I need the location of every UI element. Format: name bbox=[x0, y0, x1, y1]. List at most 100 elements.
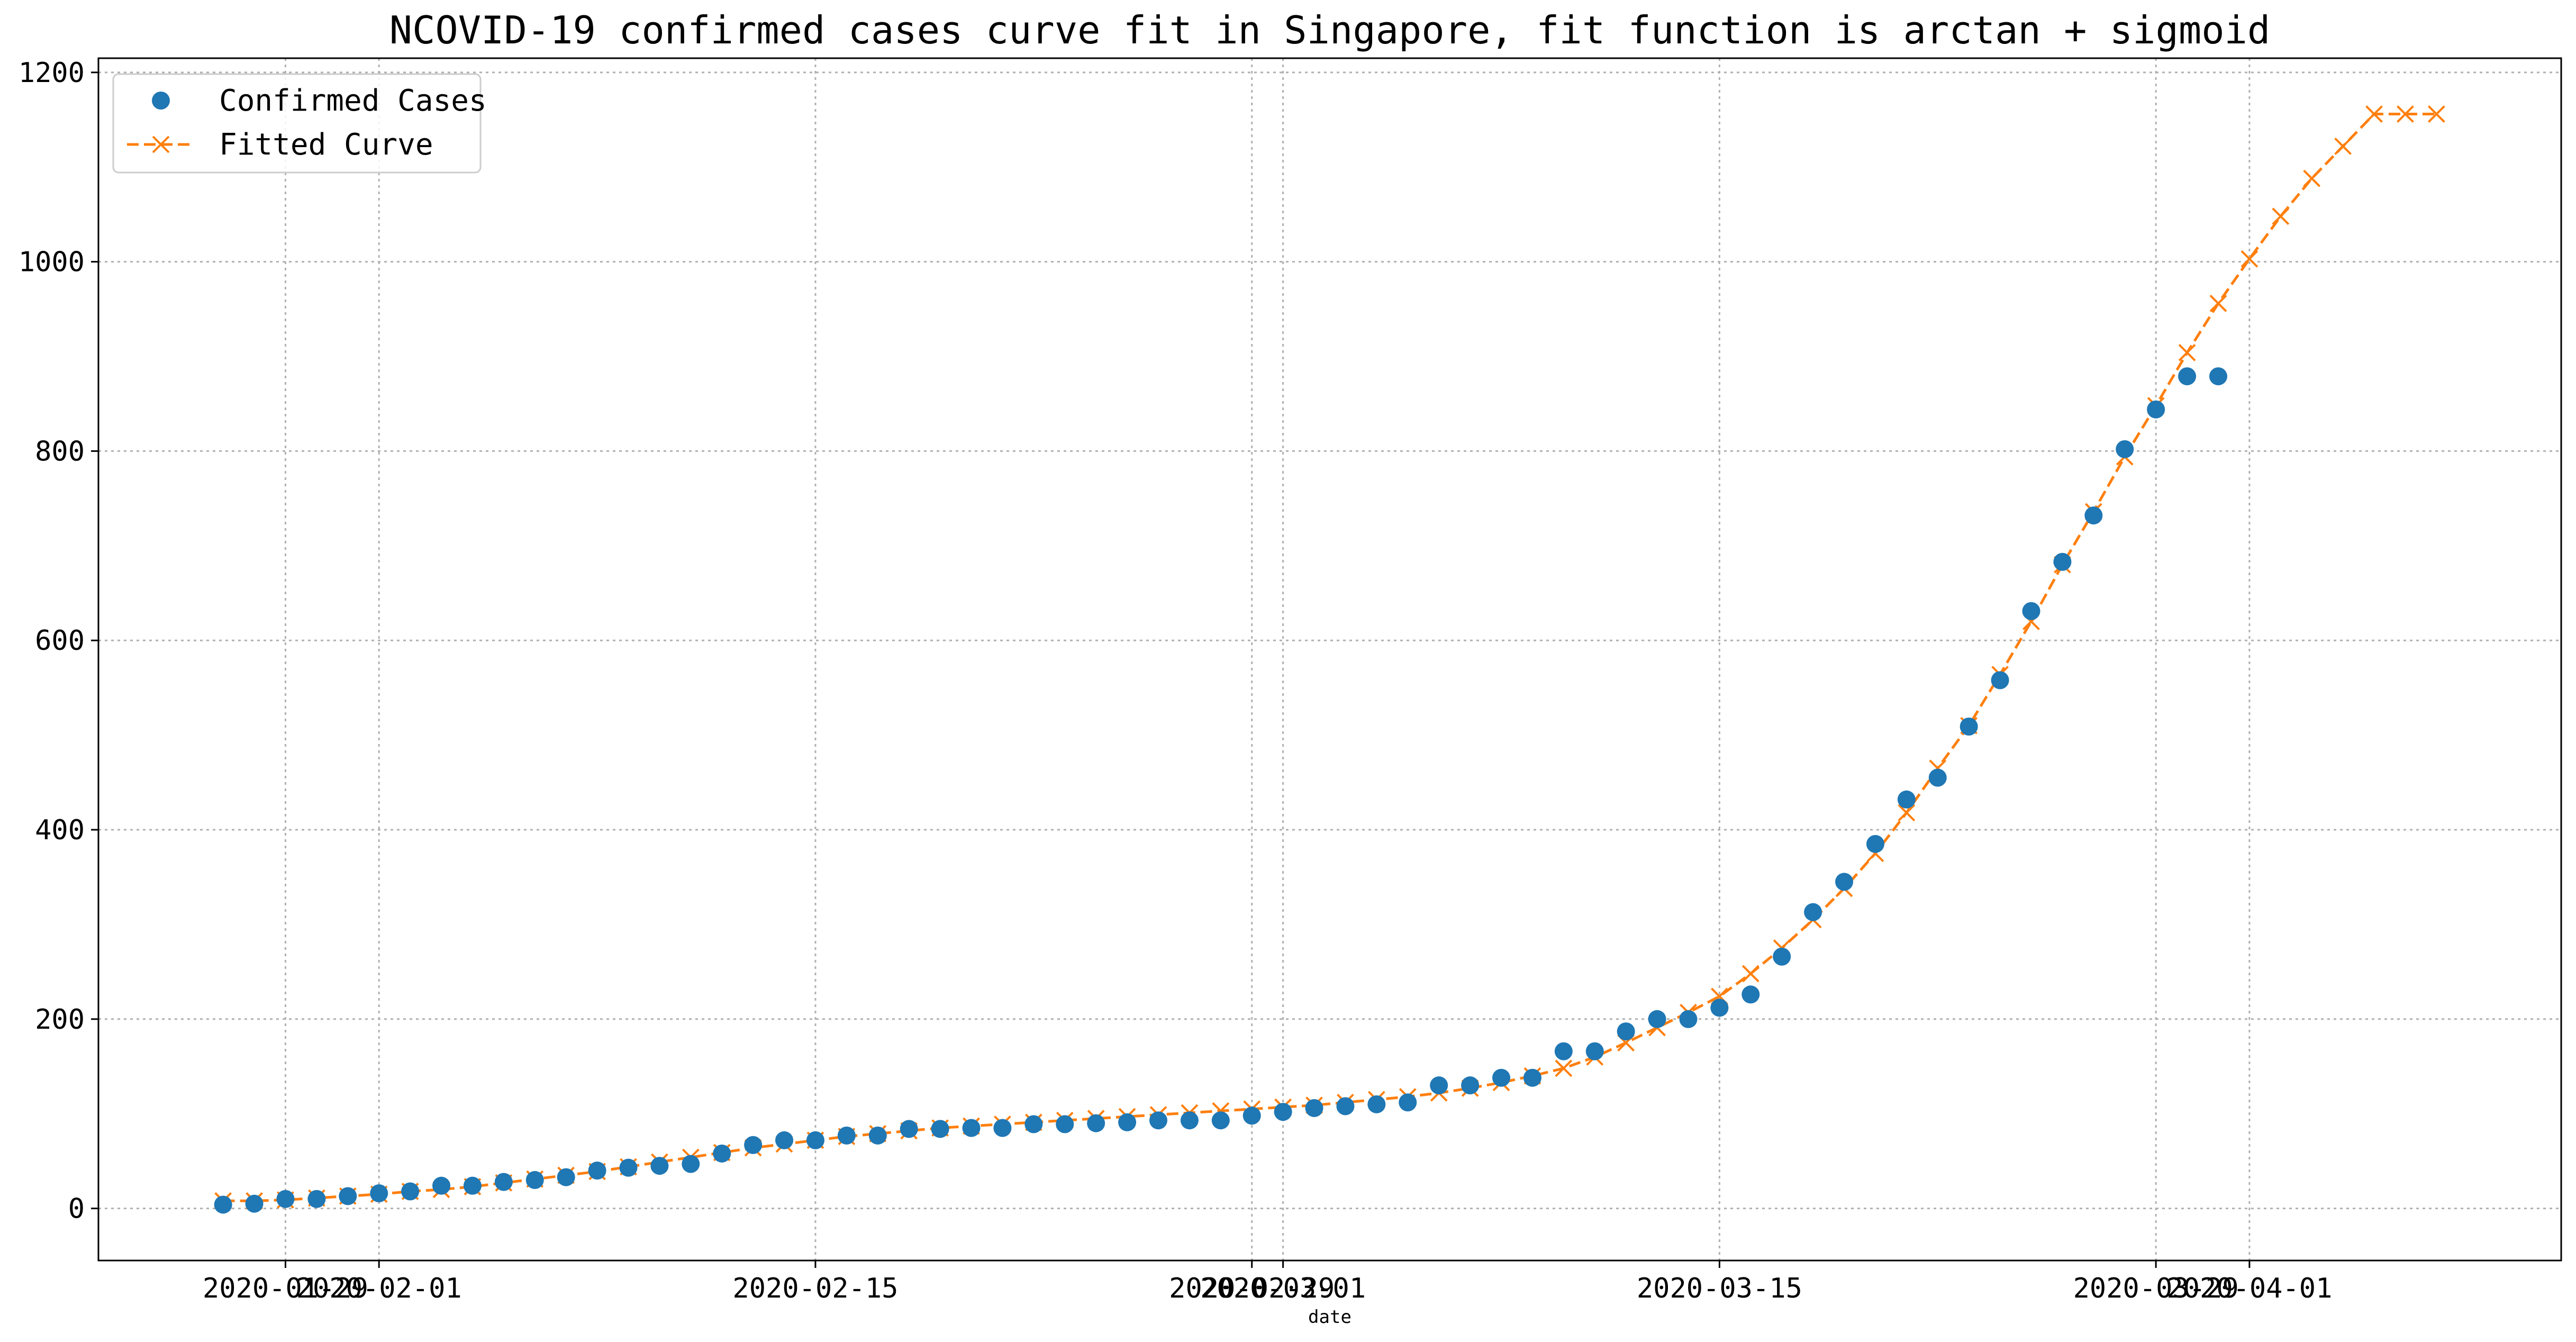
confirmed-case-point bbox=[2053, 552, 2072, 571]
x-tick-label: 2020-04-01 bbox=[2166, 1273, 2332, 1304]
confirmed-case-point bbox=[307, 1190, 326, 1208]
x-tick-label: 2020-01-29 bbox=[203, 1273, 368, 1304]
confirmed-case-point bbox=[1024, 1115, 1043, 1134]
x-tick-label: 2020-02-29 bbox=[1169, 1273, 1335, 1304]
confirmed-case-point bbox=[1679, 1010, 1698, 1028]
y-tick-label: 400 bbox=[35, 814, 85, 846]
confirmed-case-point bbox=[1928, 768, 1947, 787]
confirmed-case-point bbox=[1960, 718, 1978, 736]
confirmed-case-point bbox=[1461, 1076, 1480, 1095]
confirmed-case-point bbox=[494, 1173, 513, 1191]
fitted-curve-marker bbox=[2272, 207, 2290, 225]
fitted-curve-marker bbox=[2209, 294, 2227, 312]
fitted-curve-marker bbox=[2334, 137, 2352, 155]
confirmed-case-point bbox=[1804, 903, 1822, 921]
confirmed-case-point bbox=[744, 1136, 763, 1154]
confirmed-case-point bbox=[525, 1171, 544, 1189]
confirmed-case-point bbox=[775, 1131, 794, 1149]
confirmed-case-point bbox=[1180, 1111, 1199, 1130]
fitted-curve-marker bbox=[1555, 1059, 1573, 1077]
confirmed-case-point bbox=[931, 1120, 949, 1138]
confirmed-case-point bbox=[1056, 1115, 1074, 1134]
confirmed-case-point bbox=[401, 1182, 420, 1201]
legend-label-confirmed: Confirmed Cases bbox=[219, 84, 487, 118]
confirmed-case-point bbox=[868, 1126, 887, 1145]
legend-label-fitted: Fitted Curve bbox=[219, 128, 433, 162]
x-tick-label: 2020-03-29 bbox=[2073, 1273, 2239, 1304]
confirmed-case-point bbox=[2116, 440, 2134, 458]
confirmed-case-point bbox=[1367, 1095, 1386, 1113]
confirmed-case-point bbox=[432, 1176, 451, 1195]
confirmed-case-point bbox=[245, 1194, 264, 1213]
confirmed-case-point bbox=[1617, 1022, 1635, 1041]
confirmed-case-point bbox=[1554, 1042, 1573, 1060]
x-axis-label: date bbox=[1308, 1307, 1352, 1328]
confirmed-case-point bbox=[339, 1187, 357, 1205]
confirmed-case-point bbox=[276, 1190, 295, 1208]
confirmed-case-point bbox=[619, 1158, 638, 1177]
confirmed-case-point bbox=[962, 1119, 981, 1137]
confirmed-case-point bbox=[1648, 1010, 1666, 1028]
confirmed-case-point bbox=[837, 1126, 856, 1145]
confirmed-case-point bbox=[1211, 1111, 1230, 1130]
confirmed-case-point bbox=[2022, 602, 2040, 620]
fitted-curve-marker bbox=[1898, 804, 1916, 822]
x-tick-label: 2020-03-01 bbox=[1200, 1273, 1366, 1304]
confirmed-case-point bbox=[370, 1184, 388, 1202]
y-tick-label: 200 bbox=[35, 1004, 85, 1036]
confirmed-case-point bbox=[1492, 1068, 1511, 1087]
confirmed-case-point bbox=[214, 1195, 232, 1214]
confirmed-case-point bbox=[650, 1157, 669, 1175]
confirmed-case-point bbox=[1274, 1103, 1292, 1121]
confirmed-case-point bbox=[1835, 873, 1854, 891]
plot-frame bbox=[97, 57, 2562, 1262]
confirmed-case-point bbox=[2147, 400, 2165, 419]
confirmed-case-point bbox=[1523, 1068, 1541, 1087]
y-tick-label: 800 bbox=[35, 436, 85, 467]
legend-box bbox=[112, 73, 482, 174]
y-tick-label: 1200 bbox=[19, 57, 85, 89]
y-tick-label: 0 bbox=[68, 1193, 85, 1225]
grid-lines bbox=[98, 58, 2561, 1261]
confirmed-case-point bbox=[806, 1131, 824, 1149]
x-tick-label: 2020-02-15 bbox=[732, 1273, 898, 1304]
fitted-curve-line bbox=[223, 113, 2437, 1202]
confirmed-case-point bbox=[682, 1155, 700, 1173]
legend-marker-confirmed bbox=[152, 92, 170, 110]
confirmed-case-point bbox=[1149, 1111, 1167, 1130]
confirmed-case-point bbox=[1430, 1076, 1448, 1095]
chart-title: NCOVID-19 confirmed cases curve fit in S… bbox=[389, 8, 2271, 52]
confirmed-case-point bbox=[713, 1144, 731, 1163]
confirmed-case-point bbox=[993, 1119, 1012, 1137]
confirmed-case-point bbox=[2084, 506, 2103, 525]
axis-ticks: 0 200 400 600 800 1000 1200 2020-01-292020-02-0… bbox=[19, 57, 2333, 1304]
fitted-curve-marker bbox=[2397, 105, 2414, 123]
legend: Confirmed Cases Fitted Curve bbox=[112, 73, 487, 174]
confirmed-case-point bbox=[1897, 790, 1916, 809]
confirmed-case-point bbox=[1710, 999, 1729, 1017]
x-tick-label: 2020-02-01 bbox=[296, 1273, 462, 1304]
confirmed-case-point bbox=[1741, 985, 1760, 1004]
confirmed-case-point bbox=[1866, 835, 1884, 853]
confirmed-case-point bbox=[1242, 1107, 1261, 1125]
confirmed-case-point bbox=[1991, 671, 2009, 690]
confirmed-case-point bbox=[1118, 1113, 1137, 1131]
confirmed-case-point bbox=[1087, 1114, 1105, 1132]
confirmed-case-point bbox=[2209, 367, 2227, 386]
confirmed-case-point bbox=[1305, 1099, 1323, 1117]
fitted-curve-marker bbox=[1741, 965, 1759, 983]
confirmed-case-point bbox=[900, 1120, 918, 1138]
confirmed-case-point bbox=[1336, 1097, 1355, 1116]
confirmed-case-point bbox=[588, 1162, 606, 1180]
legend-marker-fitted bbox=[152, 135, 170, 153]
confirmed-case-point bbox=[557, 1168, 575, 1186]
y-tick-label: 1000 bbox=[19, 247, 85, 278]
y-tick-label: 600 bbox=[35, 625, 85, 657]
confirmed-case-point bbox=[463, 1176, 482, 1195]
fitted-curve-marker bbox=[2178, 343, 2196, 361]
series-layer bbox=[214, 105, 2445, 1214]
confirmed-case-point bbox=[1399, 1093, 1417, 1112]
fitted-curve-marker bbox=[2427, 105, 2445, 123]
confirmed-case-point bbox=[1585, 1042, 1604, 1060]
